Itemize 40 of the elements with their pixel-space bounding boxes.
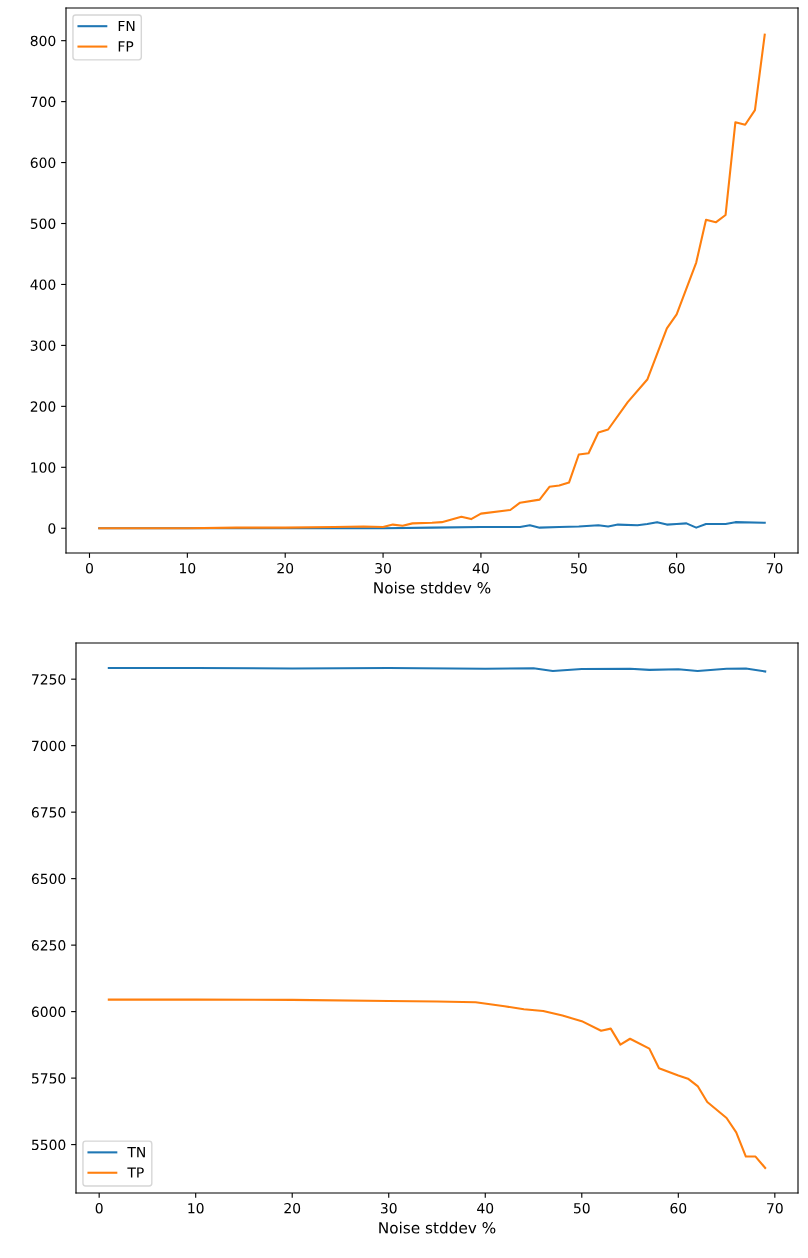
y-tick-label: 5500: [32, 1139, 66, 1151]
line-series: [98, 33, 766, 530]
y-tick-label: 600: [30, 157, 56, 169]
x-tick-label: 40: [477, 1202, 494, 1214]
y-tick-label: 300: [30, 340, 56, 351]
x-tick-label: 50: [571, 562, 587, 574]
x-tick-label: 0: [95, 1202, 103, 1214]
legend-label: FP: [118, 41, 134, 52]
y-tick-label: 200: [30, 401, 56, 412]
x-tick-label: 10: [180, 562, 196, 574]
y-tick-label: 400: [30, 279, 56, 290]
y-tick-label: 6250: [31, 940, 66, 951]
legend-label: TN: [127, 1147, 145, 1158]
y-tick-label: 5750: [32, 1073, 66, 1084]
x-tick-label: 70: [767, 1202, 783, 1214]
x-tick-label: 30: [375, 562, 391, 574]
y-tick-label: 700: [30, 96, 56, 108]
x-tick-label: 0: [85, 562, 93, 574]
y-tick-label: 800: [30, 35, 56, 47]
x-tick-label: 20: [284, 1202, 301, 1214]
x-tick-label: 60: [670, 1202, 687, 1214]
x-tick-label: 30: [380, 1202, 397, 1214]
y-tick-label: 500: [30, 218, 56, 229]
y-tick-label: 6500: [31, 873, 66, 885]
x-tick-label: 10: [188, 1202, 204, 1214]
y-tick-label: 6000: [31, 1006, 66, 1018]
legend-label: TP: [127, 1167, 144, 1178]
x-tick-label: 60: [668, 562, 685, 574]
x-tick-label: 70: [766, 562, 783, 574]
y-tick-label: 0: [48, 523, 56, 534]
x-axis-title: Noise stddev %: [374, 581, 491, 594]
legend-label: FN: [118, 20, 135, 32]
x-tick-label: 20: [277, 562, 294, 574]
y-tick-label: 100: [31, 462, 56, 473]
y-tick-label: 7250: [32, 674, 66, 685]
y-tick-label: 6750: [31, 807, 66, 818]
x-tick-label: 40: [472, 562, 489, 574]
x-axis-title: Noise stddev %: [379, 1221, 496, 1234]
y-tick-label: 7000: [32, 740, 66, 752]
x-tick-label: 50: [574, 1202, 590, 1214]
